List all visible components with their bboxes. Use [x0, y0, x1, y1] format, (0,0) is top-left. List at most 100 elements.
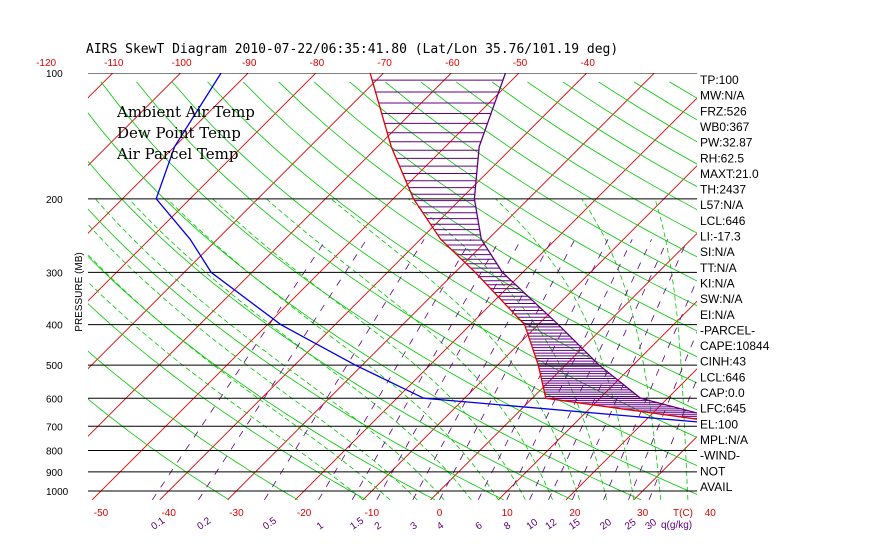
stability-index-item: KI:N/A — [700, 276, 735, 290]
mixing-ratio-line — [318, 239, 472, 501]
dry-adiabat — [776, 82, 870, 500]
dry-adiabat — [349, 81, 697, 307]
stability-index-item: LCL:646 — [700, 370, 746, 384]
stability-index-item: L57:N/A — [700, 198, 743, 212]
bottom-temp-tick-label: 30 — [637, 508, 649, 519]
mixing-ratio-line — [376, 239, 522, 501]
stability-index-item: FRZ:526 — [700, 104, 747, 118]
parcel-temp-line — [473, 73, 697, 414]
mixing-ratio-line — [264, 239, 425, 501]
pressure-tick-label: 1000 — [46, 487, 69, 498]
pressure-tick-label: 300 — [46, 268, 63, 279]
dry-adiabat — [491, 81, 697, 211]
isotherm-line — [633, 435, 697, 501]
bottom-temp-tick-label: 20 — [569, 508, 581, 519]
dry-adiabat — [88, 398, 230, 501]
pressure-tick-label: 700 — [46, 422, 63, 433]
mixing-ratio-line — [529, 239, 652, 501]
pressure-tick-label: 500 — [46, 361, 63, 372]
moist-adiabat — [266, 198, 553, 501]
mixing-ratio-line — [506, 239, 633, 501]
stability-index-item: CAPE:10844 — [700, 339, 770, 353]
isotherm-line — [88, 73, 249, 234]
legend: Ambient Air Temp Dew Point Temp Air Parc… — [116, 103, 255, 163]
dry-adiabat — [88, 350, 298, 501]
dry-adiabat — [171, 81, 697, 438]
stability-index-item: MAXT:21.0 — [700, 167, 759, 181]
stability-index-item: TT:N/A — [700, 261, 737, 275]
sounding-profiles — [155, 73, 697, 492]
stability-index-item: WB0:367 — [700, 120, 750, 134]
mixing-ratio-tick-label: 3 — [409, 520, 420, 532]
mixing-ratio-tick-label: 0.2 — [195, 515, 213, 532]
mixing-ratio-tick-label: 20 — [598, 517, 614, 533]
ambient-temp-line — [369, 73, 697, 492]
pressure-tick-label: 400 — [46, 321, 63, 332]
mixing-ratio-tick-label: 15 — [567, 517, 583, 533]
mixing-ratio-line — [198, 239, 367, 501]
pressure-tick-labels: 100 200 300 400 500 600 700 800 900 1000 — [46, 69, 69, 498]
bottom-temp-tick-label: -40 — [161, 508, 176, 519]
bottom-temp-tick-label: 40 — [705, 508, 717, 519]
dry-adiabat — [88, 303, 367, 501]
mixing-ratio-unit-label: q(g/kg) — [661, 520, 692, 531]
isotherm-line — [88, 73, 385, 370]
moist-adiabat — [88, 281, 364, 501]
chart-title: AIRS SkewT Diagram 2010-07-22/06:35:41.8… — [86, 42, 618, 57]
moist-adiabat — [128, 198, 472, 501]
mixing-ratio-line — [628, 331, 697, 501]
mixing-ratio-tick-label: 30 — [644, 517, 660, 533]
temp-unit-label: T(C) — [673, 508, 693, 519]
moist-adiabat — [94, 198, 445, 501]
pressure-tick-label: 900 — [46, 468, 63, 479]
isotherm-line — [88, 73, 452, 437]
top-temperature-tick-labels: -120 -110 -100 -90 -80 -70 -60 -50 -40 — [36, 58, 595, 69]
top-temp-tick-label: -90 — [242, 58, 257, 69]
stability-index-item: TH:2437 — [700, 183, 746, 197]
mixing-ratio-tick-label: 2 — [373, 520, 384, 532]
moist-adiabat — [495, 198, 635, 500]
pressure-tick-label: 100 — [46, 69, 63, 80]
stability-index-item: SW:N/A — [700, 292, 742, 306]
moist-adiabat — [212, 198, 526, 501]
stability-index-item: -PARCEL- — [700, 323, 755, 337]
legend-dewpoint: Dew Point Temp — [117, 124, 241, 142]
bottom-temp-tick-label: -50 — [94, 508, 109, 519]
stability-index-item: TP:100 — [700, 73, 739, 87]
dry-adiabat — [136, 81, 697, 466]
moist-adiabat — [330, 198, 580, 501]
mixing-ratio-line — [648, 377, 697, 501]
mixing-ratio-line — [571, 239, 689, 501]
dry-adiabat — [88, 160, 573, 501]
dry-adiabat — [385, 81, 697, 282]
dry-adiabat — [207, 81, 697, 411]
stability-index-item: EL:100 — [700, 417, 738, 431]
mixing-ratio-tick-label: 12 — [544, 517, 560, 533]
mixing-ratio-tick-label: 1 — [315, 520, 326, 532]
dry-adiabat — [847, 82, 870, 500]
moist-adiabat — [407, 198, 608, 500]
isotherm-line — [88, 73, 114, 99]
stability-index-item: RH:62.5 — [700, 151, 744, 165]
dry-adiabat — [812, 82, 870, 500]
dry-adiabat — [278, 81, 697, 358]
moist-adiabat — [88, 223, 418, 501]
isotherm-line — [227, 73, 656, 501]
top-temp-tick-label: -60 — [445, 58, 460, 69]
isotherm-line — [88, 73, 182, 167]
top-temp-tick-label: -40 — [580, 58, 595, 69]
stability-index-item: PW:32.87 — [700, 136, 753, 150]
isotherm-line — [0, 64, 54, 500]
dry-adiabat — [100, 81, 697, 495]
dry-adiabat — [420, 81, 697, 258]
dry-adiabat — [88, 112, 642, 501]
isotherm-line — [498, 300, 697, 501]
isotherm-line — [362, 165, 697, 501]
top-temp-tick-label: -110 — [104, 58, 124, 69]
isotherm-line — [159, 73, 588, 501]
dry-adiabat — [88, 255, 436, 501]
mixing-ratio-tick-labels: 0.1 0.2 0.5 1 1.5 2 3 4 6 8 10 12 15 20 25 30 — [149, 515, 659, 532]
dry-adiabat — [88, 208, 504, 501]
